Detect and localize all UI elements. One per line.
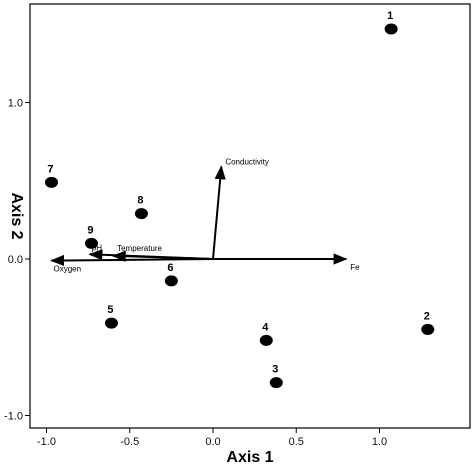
x-axis-ticks: -1.0 -0.5 0.0 0.5 1.0 (37, 428, 387, 448)
site-points: 1 2 3 4 5 6 7 8 9 (44, 10, 435, 389)
site-label-4: 4 (262, 321, 269, 333)
plot-frame (29, 3, 471, 429)
environment-vectors: Conductivity Fe Temperature pH Oxygen (50, 158, 360, 274)
x-tick-label: -1.0 (37, 436, 56, 448)
y-axis-title: Axis 2 (8, 192, 25, 239)
vector-label-fe: Fe (350, 263, 360, 272)
site-label-7: 7 (47, 163, 53, 175)
site-point-2 (421, 323, 435, 335)
site-label-6: 6 (167, 262, 173, 274)
x-tick-label: 0.0 (205, 436, 220, 448)
vector-label-temperature: Temperature (117, 244, 162, 253)
site-point-1 (384, 23, 398, 35)
vector-label-oxygen: Oxygen (53, 265, 81, 274)
site-point-8 (134, 208, 148, 220)
y-tick-label: 1.0 (8, 98, 23, 110)
site-point-6 (164, 275, 178, 287)
site-point-5 (104, 317, 118, 329)
vector-oxygen (50, 254, 214, 267)
site-label-3: 3 (272, 364, 278, 376)
y-tick-label: 0.0 (8, 254, 23, 266)
site-point-9 (84, 237, 98, 249)
plot-area (29, 3, 471, 429)
x-tick-label: 0.5 (289, 436, 304, 448)
vector-label-conductivity: Conductivity (225, 158, 269, 167)
site-point-7 (44, 176, 58, 188)
x-tick-label: 1.0 (372, 436, 387, 448)
site-label-5: 5 (107, 304, 113, 316)
vector-label-ph: pH (92, 243, 102, 252)
x-tick-label: -0.5 (120, 436, 139, 448)
site-label-8: 8 (137, 195, 143, 207)
y-axis-ticks: -1.0 0.0 1.0 (4, 98, 30, 423)
vector-conductivity (212, 165, 226, 260)
y-tick-label: -1.0 (4, 411, 23, 423)
site-point-3 (269, 377, 283, 389)
site-label-1: 1 (387, 10, 393, 22)
site-label-2: 2 (424, 310, 430, 322)
site-point-4 (259, 334, 273, 346)
x-axis-title: Axis 1 (226, 449, 273, 466)
site-label-9: 9 (87, 224, 93, 236)
